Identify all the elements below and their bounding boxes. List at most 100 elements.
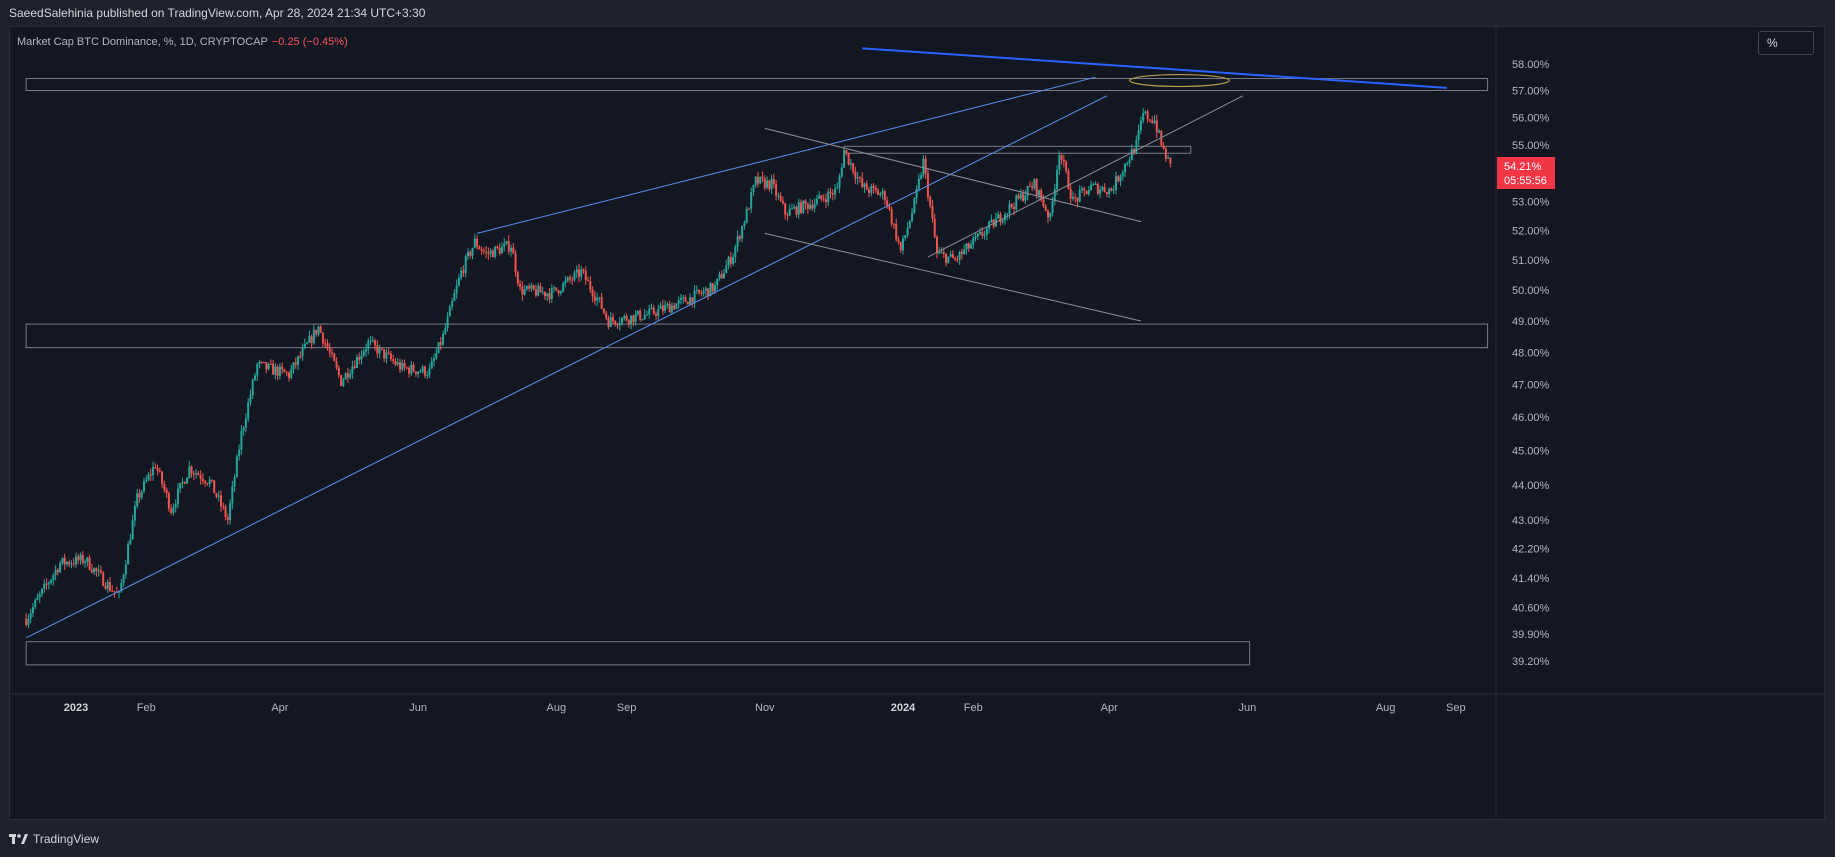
candle-body <box>868 189 871 193</box>
target-ellipse <box>1128 73 1230 88</box>
candle-body <box>591 289 594 297</box>
candle <box>1151 116 1154 124</box>
candle <box>911 208 914 223</box>
candle <box>457 274 460 287</box>
candle <box>797 198 800 219</box>
candle-body <box>1067 170 1070 189</box>
candle-body <box>448 306 451 317</box>
candle-body <box>969 244 972 249</box>
candle <box>843 147 846 168</box>
candle <box>514 249 517 277</box>
candle-body <box>446 316 449 328</box>
trendline <box>927 95 1244 258</box>
candle <box>577 263 580 283</box>
percent-scale-button[interactable]: % <box>1758 31 1814 55</box>
candle <box>129 533 132 546</box>
candle <box>1103 183 1106 193</box>
candle <box>1117 174 1120 183</box>
candle-body <box>784 203 787 215</box>
candle-body <box>403 363 406 368</box>
candle <box>947 256 950 264</box>
candle <box>1017 192 1020 200</box>
candle-body <box>208 479 211 485</box>
y-tick-label: 39.90% <box>1512 629 1550 641</box>
candle <box>1137 124 1140 146</box>
candle <box>29 608 32 624</box>
symbol-legend[interactable]: Market Cap BTC Dominance, %, 1D, CRYPTOC… <box>17 36 348 48</box>
candle-body <box>1031 186 1034 189</box>
candle <box>1112 185 1115 195</box>
candle <box>34 598 37 610</box>
candle-body <box>93 568 96 573</box>
candle-body <box>525 286 528 290</box>
candle-body <box>1044 206 1047 211</box>
candle <box>206 482 209 486</box>
candle-body <box>480 249 483 251</box>
candle <box>446 312 449 332</box>
candle-body <box>179 482 182 489</box>
candle-body <box>90 569 93 573</box>
candle <box>507 235 510 255</box>
candle <box>1044 203 1047 212</box>
candle <box>534 284 537 298</box>
price-chart[interactable]: 58.00% 57.00% 56.00% 55.00% 53.00% 52.00% 51.0… <box>10 27 1825 820</box>
candle <box>645 310 648 316</box>
candle <box>1139 116 1142 135</box>
candle <box>267 362 270 371</box>
candle <box>154 463 157 469</box>
y-tick-label: 51.00% <box>1512 255 1550 267</box>
candle <box>133 500 136 527</box>
candle-body <box>349 373 352 378</box>
chart-pane[interactable]: 58.00% 57.00% 56.00% 55.00% 53.00% 52.00% 51.0… <box>9 26 1825 820</box>
candle-body <box>1028 185 1031 187</box>
drawings-zones <box>25 78 1489 666</box>
candle-body <box>609 316 612 327</box>
candle <box>253 373 256 382</box>
candle-body <box>763 178 766 188</box>
candle <box>591 286 594 303</box>
candle <box>1062 154 1065 168</box>
candle <box>630 315 633 330</box>
candle <box>1126 161 1129 166</box>
candle <box>213 480 216 494</box>
candle <box>902 235 904 255</box>
candle <box>786 212 789 221</box>
candle <box>702 287 705 297</box>
candle-body <box>818 195 821 199</box>
candle <box>935 234 938 259</box>
candle <box>548 288 551 304</box>
candle <box>727 255 730 270</box>
candle-body <box>507 241 510 252</box>
candle-body <box>1035 179 1038 195</box>
candle-body <box>979 231 982 234</box>
candle <box>763 175 766 191</box>
candle-body <box>88 557 91 570</box>
candle-body <box>521 286 524 295</box>
candle-body <box>786 214 789 216</box>
candle-body <box>732 257 735 264</box>
candle <box>50 578 53 585</box>
candle-body <box>657 308 660 316</box>
candle <box>394 357 397 367</box>
candle <box>822 194 825 203</box>
candle <box>500 242 503 254</box>
candle <box>342 377 345 388</box>
candle-body <box>636 310 639 315</box>
candle-body <box>1040 190 1043 200</box>
candle-body <box>596 297 599 301</box>
candle-body <box>582 269 585 271</box>
candle-body <box>1006 213 1009 215</box>
candle <box>868 186 871 198</box>
candle-body <box>1069 188 1072 199</box>
candle <box>969 240 972 249</box>
candle-body <box>1167 157 1170 159</box>
candle <box>596 292 599 307</box>
candle-body <box>231 486 234 504</box>
candle-body <box>290 369 293 378</box>
candle-body <box>888 206 891 210</box>
candle-body <box>838 176 841 188</box>
candle-body <box>489 250 492 254</box>
footer-brand[interactable]: TradingView <box>9 832 99 846</box>
candle-body <box>856 177 859 179</box>
candle <box>795 205 798 218</box>
